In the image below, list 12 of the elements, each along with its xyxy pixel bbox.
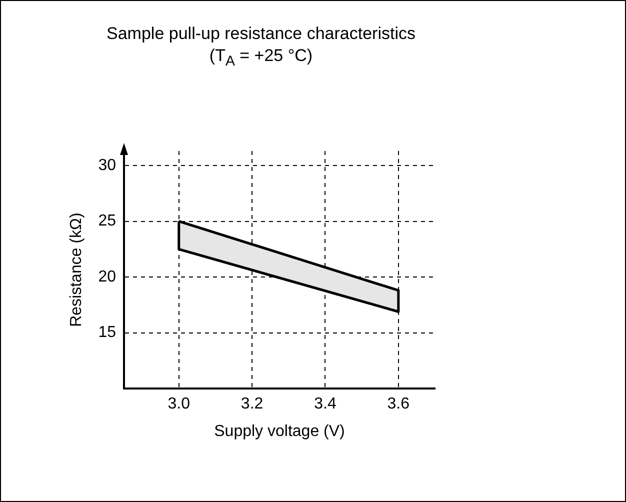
y-axis-title: Resistance (kΩ) <box>68 212 86 327</box>
y-tick-label: 30 <box>98 156 116 174</box>
x-tick-label: 3.0 <box>168 396 190 413</box>
x-tick-label: 3.4 <box>314 396 336 413</box>
chart-title: Sample pull-up resistance characteristics <box>106 23 416 45</box>
y-tick-label: 20 <box>98 268 116 286</box>
y-tick-label: 25 <box>98 212 116 230</box>
y-tick-label: 15 <box>98 324 116 342</box>
x-axis-title: Supply voltage (V) <box>214 422 345 440</box>
x-tick-label: 3.2 <box>240 396 264 413</box>
x-tick-label: 3.6 <box>387 396 410 413</box>
chart-subtitle: (T$_{A}$ = +25 °C) <box>208 45 314 72</box>
